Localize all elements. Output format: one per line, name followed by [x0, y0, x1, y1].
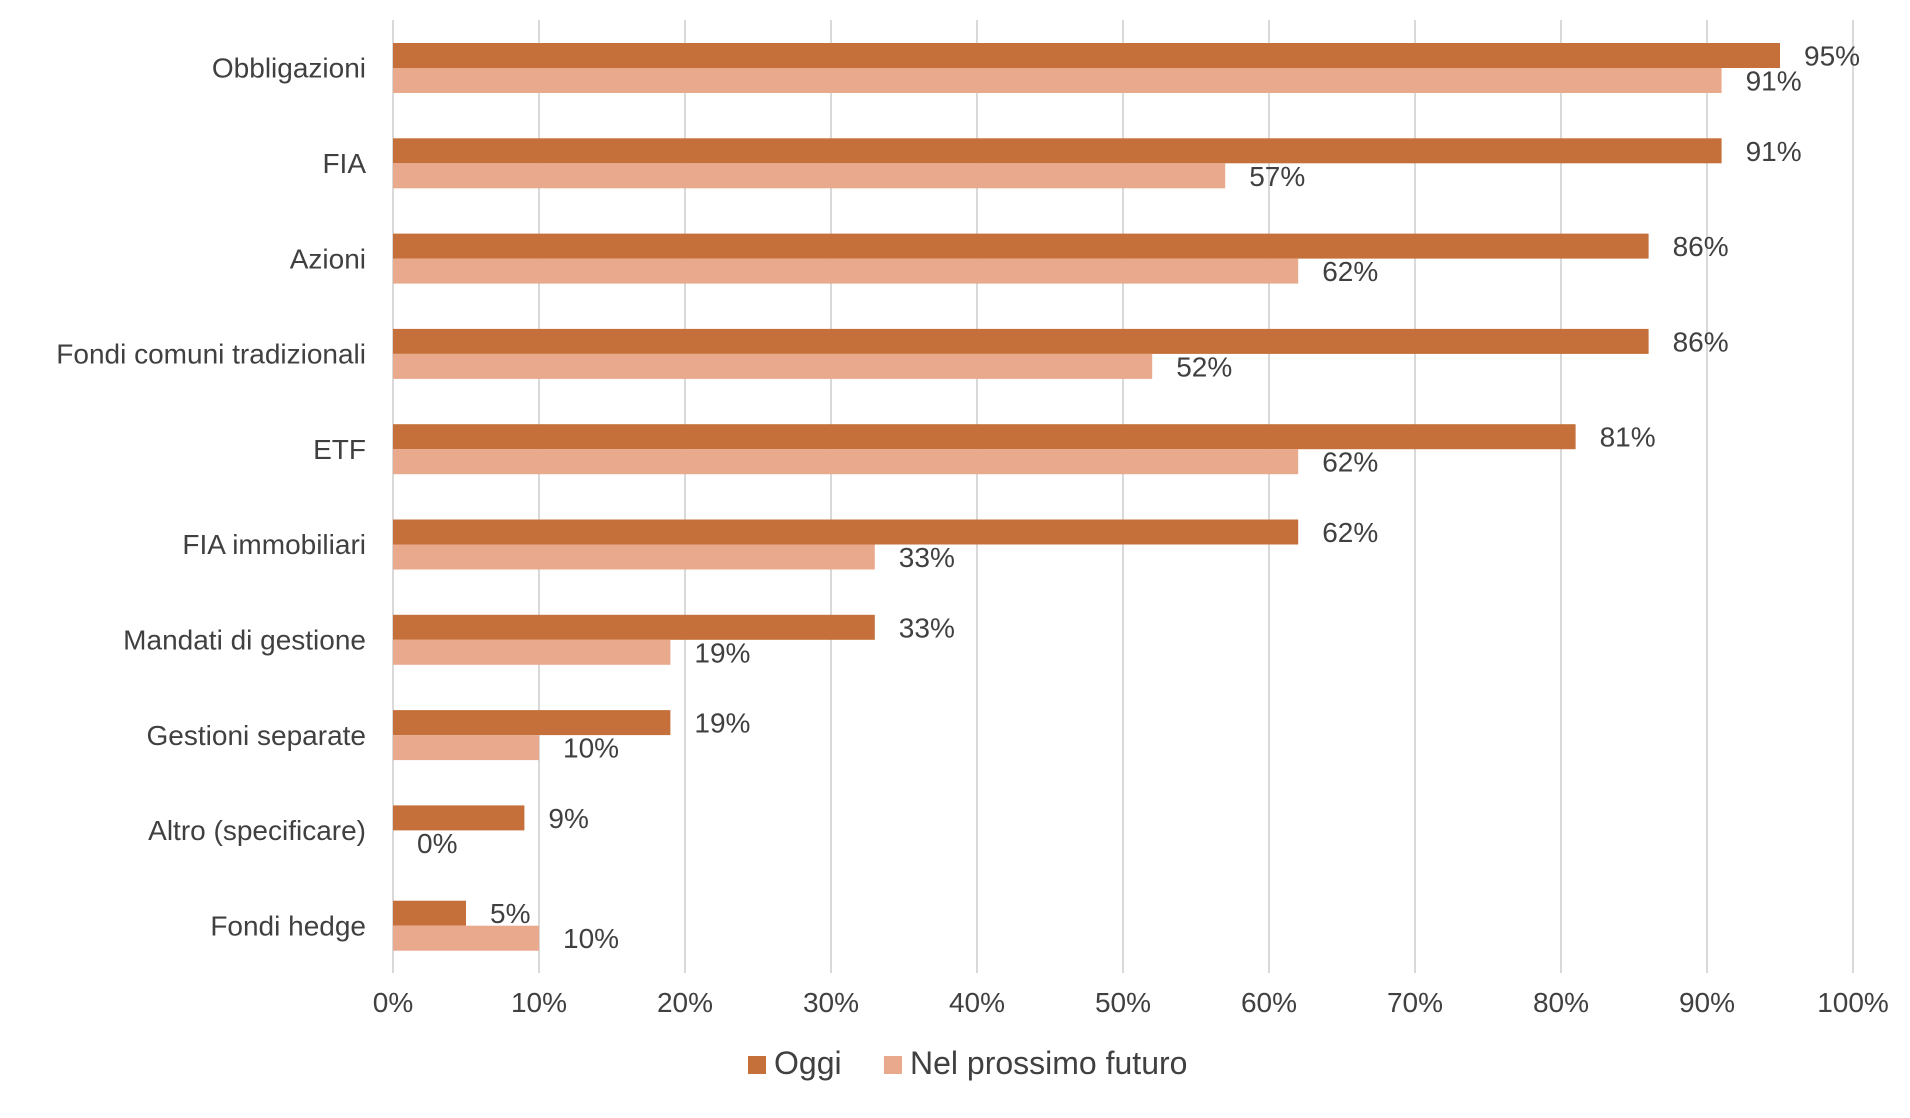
category-label: Fondi comuni tradizionali — [56, 339, 366, 370]
x-tick-label: 10% — [511, 987, 567, 1018]
bar-oggi — [393, 424, 1576, 450]
data-label: 33% — [899, 612, 955, 643]
category-label: Gestioni separate — [147, 720, 366, 751]
data-label: 62% — [1322, 447, 1378, 478]
category-label: Mandati di gestione — [123, 624, 366, 655]
x-tick-label: 0% — [373, 987, 413, 1018]
category-label: Obbligazioni — [212, 53, 366, 84]
legend-swatch — [884, 1056, 902, 1074]
x-axis-ticks: 0% 10% 20% 30% 40% 50% 60% 70% 80% 90% 100% — [373, 987, 1889, 1018]
data-label: 91% — [1746, 136, 1802, 167]
bar-oggi — [393, 805, 525, 831]
legend-label: Nel prossimo futuro — [910, 1045, 1187, 1081]
legend-label: Oggi — [774, 1045, 842, 1081]
bar-oggi — [393, 328, 1649, 354]
category-label: FIA immobiliari — [182, 529, 366, 560]
category-label: FIA — [322, 148, 366, 179]
x-tick-label: 30% — [803, 987, 859, 1018]
bar-futuro — [393, 68, 1722, 93]
bar-futuro — [393, 735, 539, 761]
bar-futuro — [393, 449, 1299, 475]
data-label: 81% — [1600, 422, 1656, 453]
bar-futuro — [393, 544, 875, 570]
legend: Oggi Nel prossimo futuro — [748, 1045, 1187, 1081]
bar-futuro — [393, 353, 1153, 379]
data-label: 62% — [1322, 256, 1378, 287]
x-tick-label: 50% — [1095, 987, 1151, 1018]
data-label: 10% — [563, 923, 619, 954]
category-label: ETF — [313, 434, 366, 465]
legend-swatch — [748, 1056, 766, 1074]
data-label: 86% — [1673, 231, 1729, 262]
bar-oggi — [393, 138, 1722, 164]
data-labels: 95%91%91%57%86%62%86%52%81%62%62%33%33%1… — [417, 41, 1860, 955]
category-label: Fondi hedge — [210, 910, 366, 941]
bar-futuro — [393, 925, 539, 951]
x-tick-label: 40% — [949, 987, 1005, 1018]
x-tick-label: 100% — [1817, 987, 1889, 1018]
x-tick-label: 20% — [657, 987, 713, 1018]
bar-oggi — [393, 233, 1649, 259]
category-label: Altro (specificare) — [148, 815, 366, 846]
x-tick-label: 80% — [1533, 987, 1589, 1018]
bar-futuro — [393, 163, 1226, 189]
data-label: 62% — [1322, 517, 1378, 548]
data-label: 91% — [1746, 66, 1802, 97]
data-label: 0% — [417, 828, 457, 859]
data-label: 95% — [1804, 41, 1860, 72]
category-labels: Obbligazioni FIA Azioni Fondi comuni tradiz… — [56, 53, 366, 942]
bar-oggi — [393, 519, 1299, 545]
data-label: 86% — [1673, 326, 1729, 357]
x-tick-label: 70% — [1387, 987, 1443, 1018]
bar-futuro — [393, 258, 1299, 284]
data-label: 5% — [490, 898, 530, 929]
data-label: 9% — [548, 803, 588, 834]
bar-oggi — [393, 900, 466, 926]
x-tick-label: 60% — [1241, 987, 1297, 1018]
data-label: 10% — [563, 733, 619, 764]
category-label: Azioni — [290, 243, 366, 274]
x-tick-label: 90% — [1679, 987, 1735, 1018]
bars — [393, 43, 1780, 951]
data-label: 33% — [899, 542, 955, 573]
data-label: 52% — [1176, 351, 1232, 382]
bar-oggi — [393, 710, 671, 736]
data-label: 19% — [694, 708, 750, 739]
data-label: 19% — [694, 637, 750, 668]
data-label: 57% — [1249, 161, 1305, 192]
bar-futuro — [393, 639, 671, 665]
bar-oggi — [393, 614, 875, 640]
bar-oggi — [393, 43, 1780, 68]
